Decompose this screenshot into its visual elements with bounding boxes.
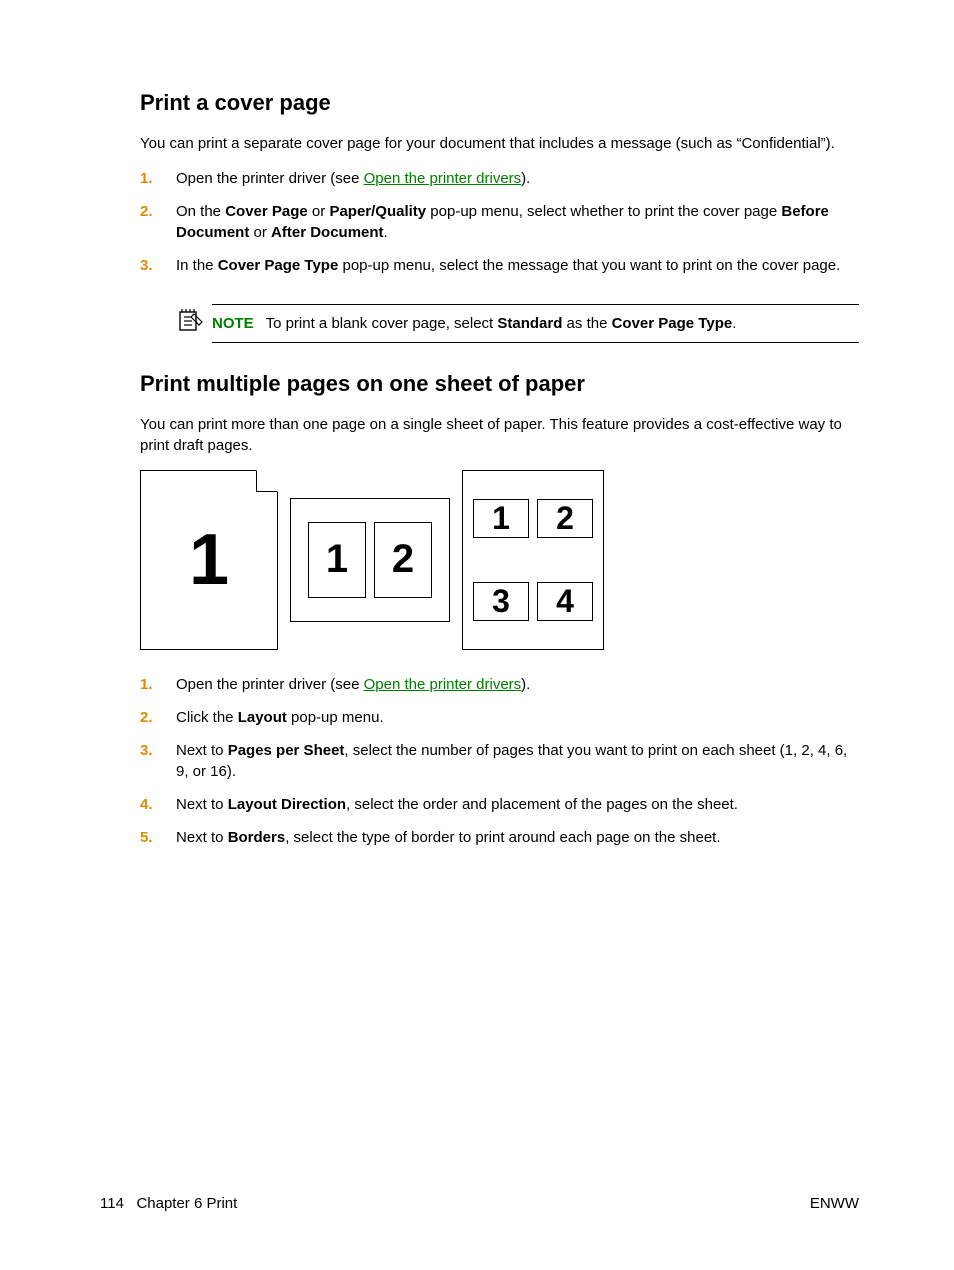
list-item: 3. In the Cover Page Type pop-up menu, s… (140, 255, 859, 276)
step-number: 2. (140, 201, 176, 222)
diagram-mini-page: 2 (374, 522, 432, 598)
note-label: NOTE (212, 315, 254, 332)
step-body: Next to Borders, select the type of bord… (176, 827, 859, 848)
page-fold-icon (256, 470, 278, 492)
diagram-mini-page: 3 (473, 582, 529, 621)
step-number: 1. (140, 674, 176, 695)
step-number: 1. (140, 168, 176, 189)
section1-intro: You can print a separate cover page for … (140, 134, 859, 154)
section2-intro: You can print more than one page on a si… (140, 415, 859, 456)
diagram-mini-page: 1 (473, 499, 529, 538)
step-body: Next to Layout Direction, select the ord… (176, 794, 859, 815)
section2-steps: 1. Open the printer driver (see Open the… (140, 674, 859, 848)
step-body: In the Cover Page Type pop-up menu, sele… (176, 255, 859, 276)
footer-left: 114 Chapter 6 Print (100, 1195, 237, 1212)
diagram-mini-page: 2 (537, 499, 593, 538)
diagram-sheet-4up: 1 2 3 4 (462, 470, 604, 650)
step-number: 3. (140, 255, 176, 276)
step-number: 4. (140, 794, 176, 815)
step-body: Next to Pages per Sheet, select the numb… (176, 740, 859, 782)
step-body: Open the printer driver (see Open the pr… (176, 674, 859, 695)
note-block: NOTE To print a blank cover page, select… (176, 304, 859, 343)
page-footer: 114 Chapter 6 Print ENWW (100, 1195, 859, 1212)
list-item: 4. Next to Layout Direction, select the … (140, 794, 859, 815)
step-number: 2. (140, 707, 176, 728)
list-item: 1. Open the printer driver (see Open the… (140, 674, 859, 695)
step-body: Open the printer driver (see Open the pr… (176, 168, 859, 189)
section1-steps: 1. Open the printer driver (see Open the… (140, 168, 859, 276)
footer-right: ENWW (810, 1195, 859, 1212)
diagram-sheet-1up: 1 (140, 470, 278, 650)
note-content: NOTE To print a blank cover page, select… (212, 304, 859, 343)
step-body: On the Cover Page or Paper/Quality pop-u… (176, 201, 859, 243)
note-icon (176, 304, 212, 339)
open-printer-drivers-link[interactable]: Open the printer drivers (364, 676, 522, 693)
diagram-sheet-2up: 1 2 (290, 498, 450, 622)
step-number: 3. (140, 740, 176, 761)
open-printer-drivers-link[interactable]: Open the printer drivers (364, 170, 522, 187)
section2-heading: Print multiple pages on one sheet of pap… (140, 371, 859, 397)
step-number: 5. (140, 827, 176, 848)
step-body: Click the Layout pop-up menu. (176, 707, 859, 728)
diagram-mini-page: 1 (308, 522, 366, 598)
list-item: 1. Open the printer driver (see Open the… (140, 168, 859, 189)
section1-heading: Print a cover page (140, 90, 859, 116)
list-item: 2. Click the Layout pop-up menu. (140, 707, 859, 728)
list-item: 3. Next to Pages per Sheet, select the n… (140, 740, 859, 782)
diagram-mini-page: 4 (537, 582, 593, 621)
list-item: 2. On the Cover Page or Paper/Quality po… (140, 201, 859, 243)
nup-diagram: 1 1 2 1 2 3 4 (140, 470, 859, 650)
list-item: 5. Next to Borders, select the type of b… (140, 827, 859, 848)
